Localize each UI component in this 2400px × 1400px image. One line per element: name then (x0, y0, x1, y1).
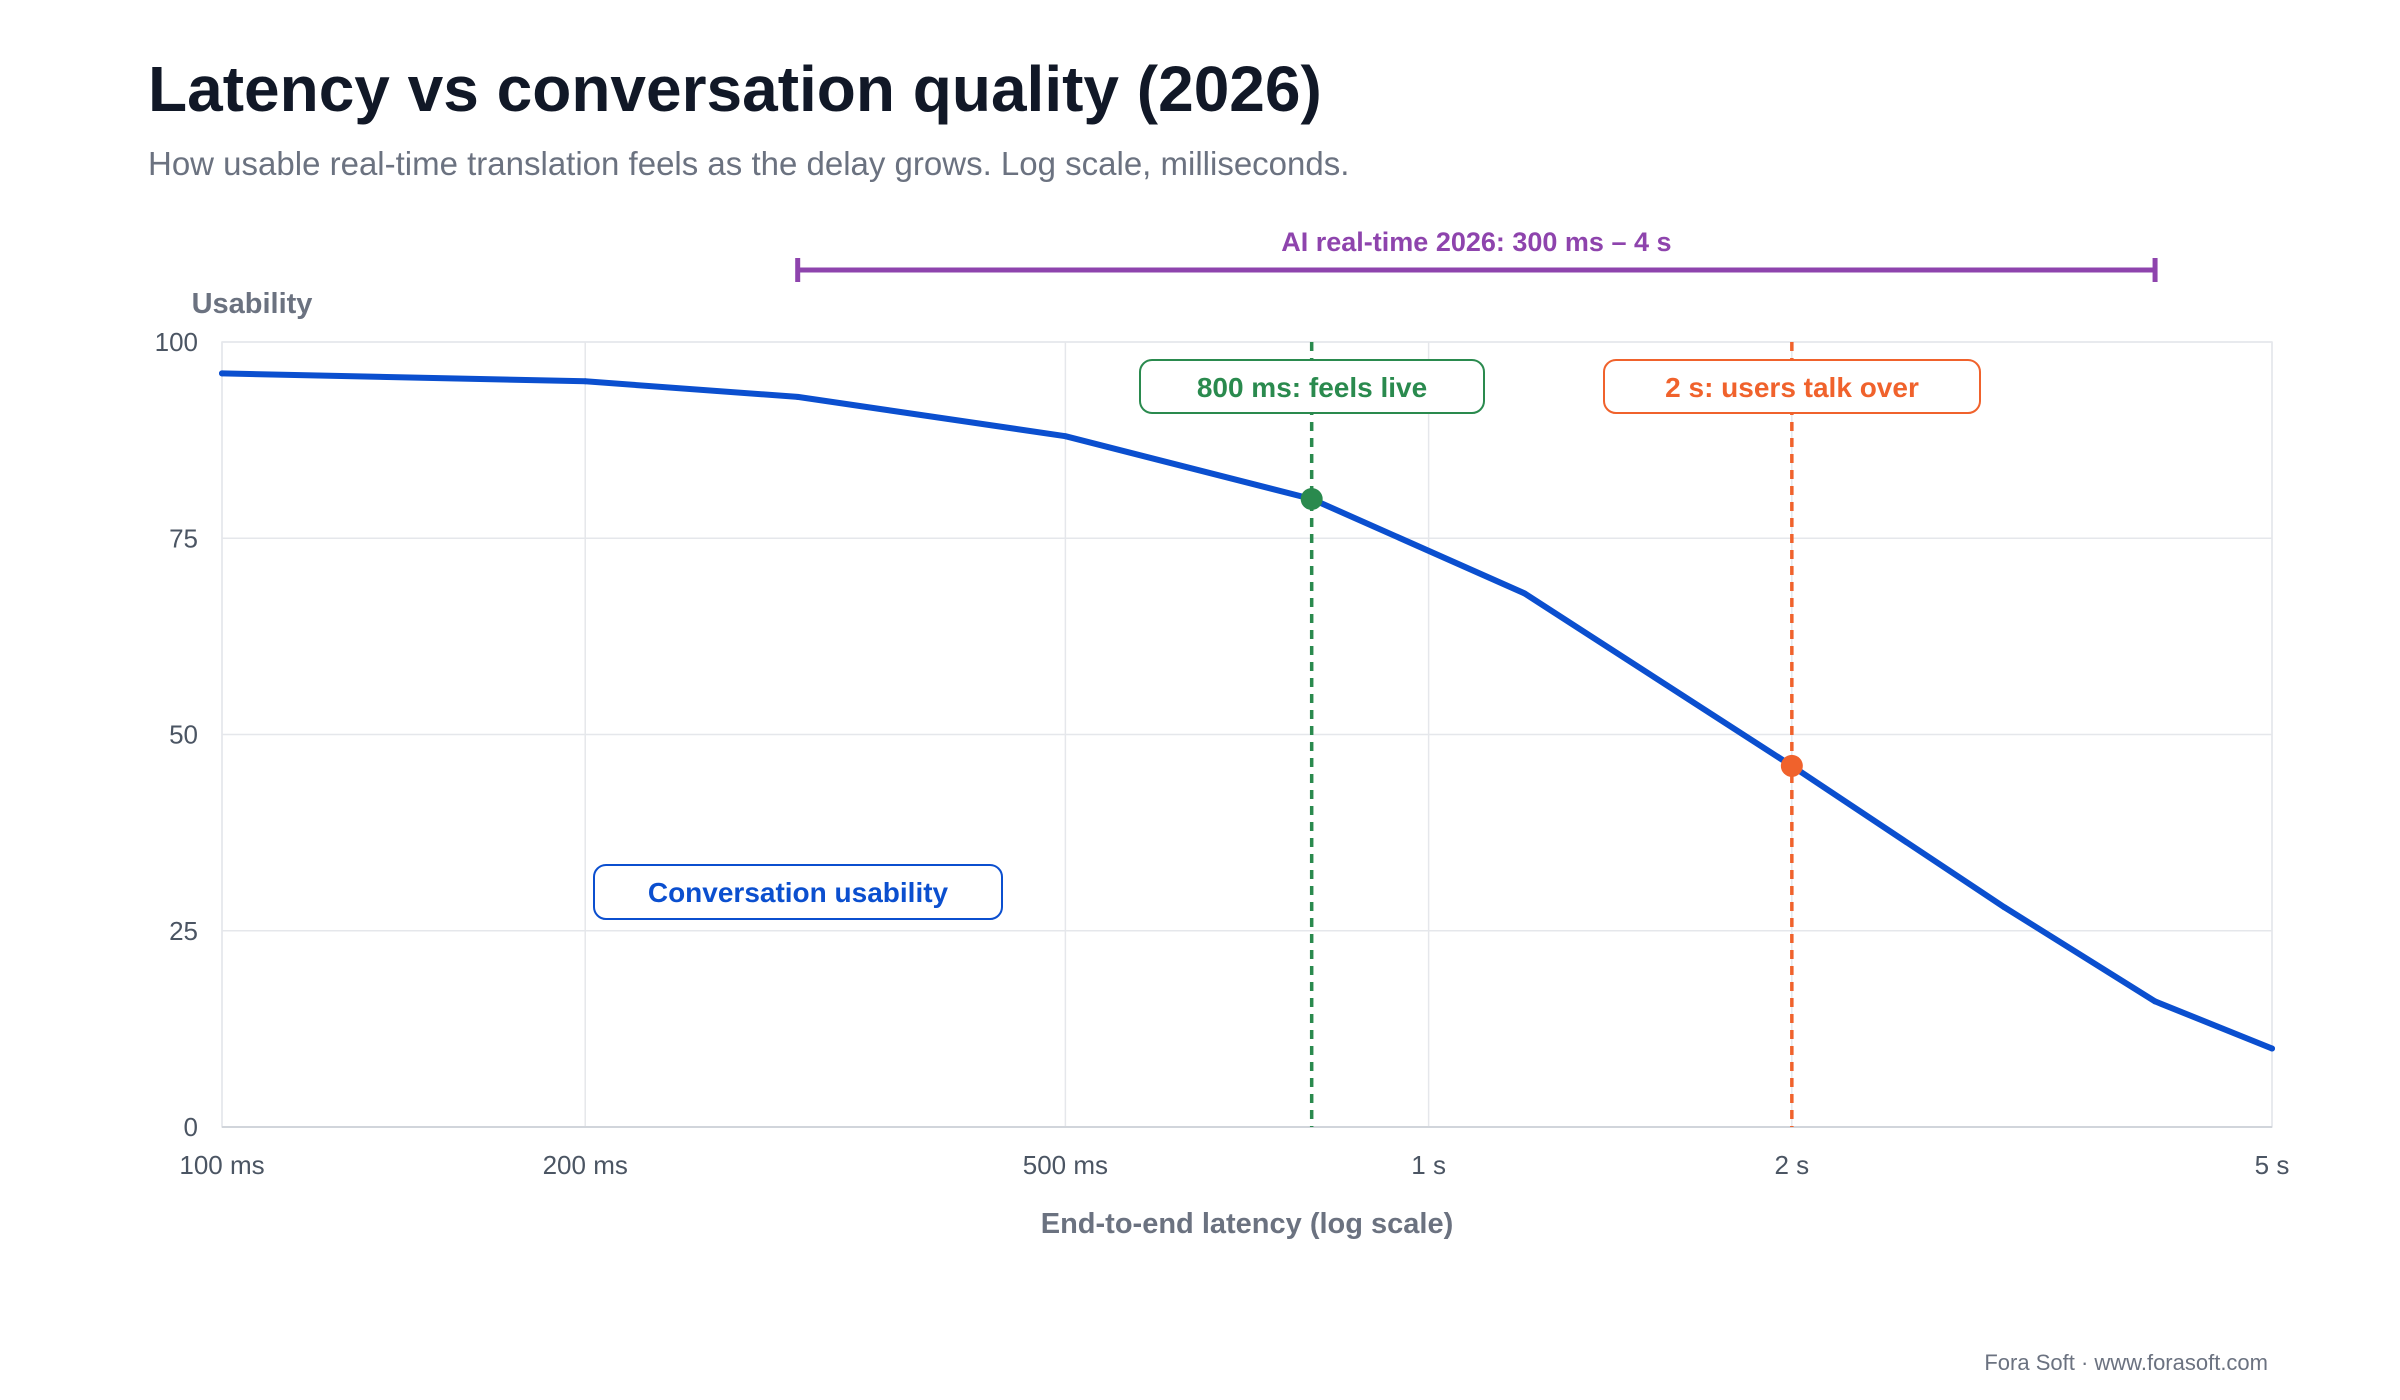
series-point (2001, 904, 2008, 911)
y-axis-title: Usability (192, 288, 313, 320)
threshold-marker-2 (1780, 754, 1803, 777)
series-label: Conversation usability (648, 877, 949, 908)
threshold-marker-1 (1300, 488, 1323, 510)
x-tick-label: 200 ms (543, 1150, 628, 1180)
series-point (2152, 998, 2159, 1005)
series-point (219, 370, 225, 377)
series-point (2269, 1045, 2275, 1052)
series-point (582, 378, 589, 385)
threshold-label-2: 2 s: users talk over (1665, 372, 1919, 403)
y-tick-label: 25 (169, 916, 198, 946)
chart-title: Latency vs conversation quality (2026) (148, 53, 1322, 125)
y-tick-label: 50 (169, 720, 198, 750)
threshold-label-box-2 (1603, 359, 1981, 414)
series-point (794, 393, 801, 400)
x-tick-label: 5 s (2255, 1150, 2290, 1180)
series-point (1521, 590, 1528, 597)
series-line-usability (219, 370, 2275, 1052)
x-tick-label: 2 s (1774, 1150, 1809, 1180)
threshold-label-1: 800 ms: feels live (1197, 372, 1427, 403)
x-tick-label: 500 ms (1023, 1150, 1108, 1180)
x-tick-label: 1 s (1411, 1150, 1446, 1180)
y-tick-label: 100 (155, 327, 198, 357)
range-label: AI real-time 2026: 300 ms – 4 s (1281, 227, 1671, 257)
chart-subtitle: How usable real-time translation feels a… (148, 145, 1350, 182)
y-tick-label: 0 (184, 1112, 198, 1142)
x-tick-label: 100 ms (179, 1150, 264, 1180)
threshold-label-box-1 (1139, 359, 1485, 414)
series-point (1062, 433, 1069, 440)
footer-credit: Fora Soft · www.forasoft.com (1984, 1350, 2268, 1375)
series-label-box (593, 864, 1003, 920)
y-tick-label: 75 (169, 523, 198, 553)
x-axis-title: End-to-end latency (log scale) (1041, 1208, 1454, 1240)
